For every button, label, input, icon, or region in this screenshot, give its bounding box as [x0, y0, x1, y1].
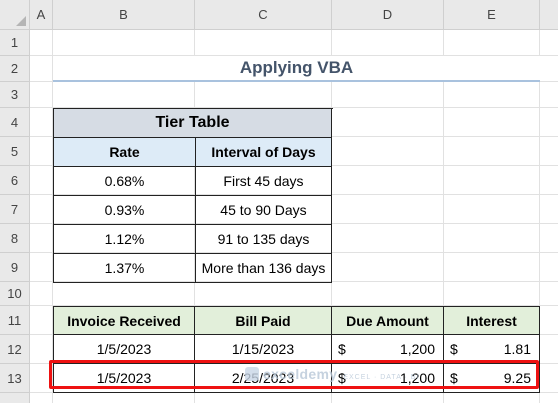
row-header-3[interactable]: 3	[0, 82, 30, 108]
grid-line	[30, 107, 558, 108]
row-header-7[interactable]: 7	[0, 195, 30, 224]
invoice-col-received[interactable]: Invoice Received	[54, 307, 195, 335]
row-header-11[interactable]: 11	[0, 306, 30, 335]
grid-line	[52, 30, 53, 403]
row-header-13[interactable]: 13	[0, 364, 30, 393]
interest-value: 9.25	[503, 370, 531, 386]
col-header-f[interactable]	[540, 0, 558, 30]
tier-rate-cell[interactable]: 0.93%	[54, 196, 196, 225]
col-header-a[interactable]: A	[30, 0, 53, 30]
invoice-col-interest[interactable]: Interest	[444, 307, 540, 335]
tier-col-interval[interactable]: Interval of Days	[196, 138, 332, 167]
received-cell[interactable]: 1/5/2023	[54, 364, 195, 393]
row-header-4[interactable]: 4	[0, 108, 30, 137]
due-amount-value: 1,200	[399, 370, 435, 386]
grid-line	[30, 252, 558, 253]
row-header-8[interactable]: 8	[0, 224, 30, 253]
grid-line	[30, 223, 558, 224]
due-amount-value: 1,200	[399, 341, 435, 357]
grid-line	[194, 30, 195, 403]
col-header-d[interactable]: D	[332, 0, 444, 30]
tier-interval-cell[interactable]: 45 to 90 Days	[196, 196, 332, 225]
tier-interval-cell[interactable]: 91 to 135 days	[196, 225, 332, 254]
invoice-col-due[interactable]: Due Amount	[332, 307, 444, 335]
interest-value: 1.81	[503, 341, 531, 357]
received-cell[interactable]: 1/5/2023	[54, 335, 195, 364]
due-amount-cell[interactable]: $ 1,200	[332, 335, 444, 364]
row-header-5[interactable]: 5	[0, 137, 30, 166]
currency-symbol: $	[450, 370, 458, 386]
grid-line	[30, 55, 558, 56]
tier-interval-cell[interactable]: More than 136 days	[196, 254, 332, 283]
grid-line	[30, 305, 558, 306]
row-header-12[interactable]: 12	[0, 335, 30, 364]
col-header-b[interactable]: B	[53, 0, 195, 30]
row-header-14[interactable]	[0, 393, 30, 403]
invoice-table: Invoice Received Bill Paid Due Amount In…	[53, 306, 540, 393]
paid-cell[interactable]: 1/15/2023	[195, 335, 332, 364]
select-all-corner[interactable]	[0, 0, 30, 30]
tier-rate-cell[interactable]: 1.37%	[54, 254, 196, 283]
col-header-e[interactable]: E	[444, 0, 540, 30]
invoice-col-paid[interactable]: Bill Paid	[195, 307, 332, 335]
tier-table: Tier Table Rate Interval of Days 0.68% F…	[53, 108, 333, 283]
row-header-9[interactable]: 9	[0, 253, 30, 282]
row-highlight-box	[49, 360, 539, 389]
row-header-6[interactable]: 6	[0, 166, 30, 195]
currency-symbol: $	[450, 341, 458, 357]
due-amount-cell[interactable]: $ 1,200	[332, 364, 444, 393]
col-header-c[interactable]: C	[195, 0, 332, 30]
tier-table-header[interactable]: Tier Table	[54, 109, 332, 138]
currency-symbol: $	[338, 370, 346, 386]
tier-col-rate[interactable]: Rate	[54, 138, 196, 167]
grid-line	[539, 30, 540, 403]
interest-cell[interactable]: $ 9.25	[444, 364, 540, 393]
grid-line	[30, 194, 558, 195]
tier-rate-cell[interactable]: 0.68%	[54, 167, 196, 196]
currency-symbol: $	[338, 341, 346, 357]
row-header-10[interactable]: 10	[0, 282, 30, 306]
interest-cell[interactable]: $ 1.81	[444, 335, 540, 364]
grid-line	[30, 281, 558, 282]
tier-rate-cell[interactable]: 1.12%	[54, 225, 196, 254]
row-header-2[interactable]: 2	[0, 56, 30, 82]
sheet-title[interactable]: Applying VBA	[53, 56, 540, 82]
grid-line	[443, 30, 444, 403]
row-header-1[interactable]: 1	[0, 30, 30, 56]
tier-interval-cell[interactable]: First 45 days	[196, 167, 332, 196]
